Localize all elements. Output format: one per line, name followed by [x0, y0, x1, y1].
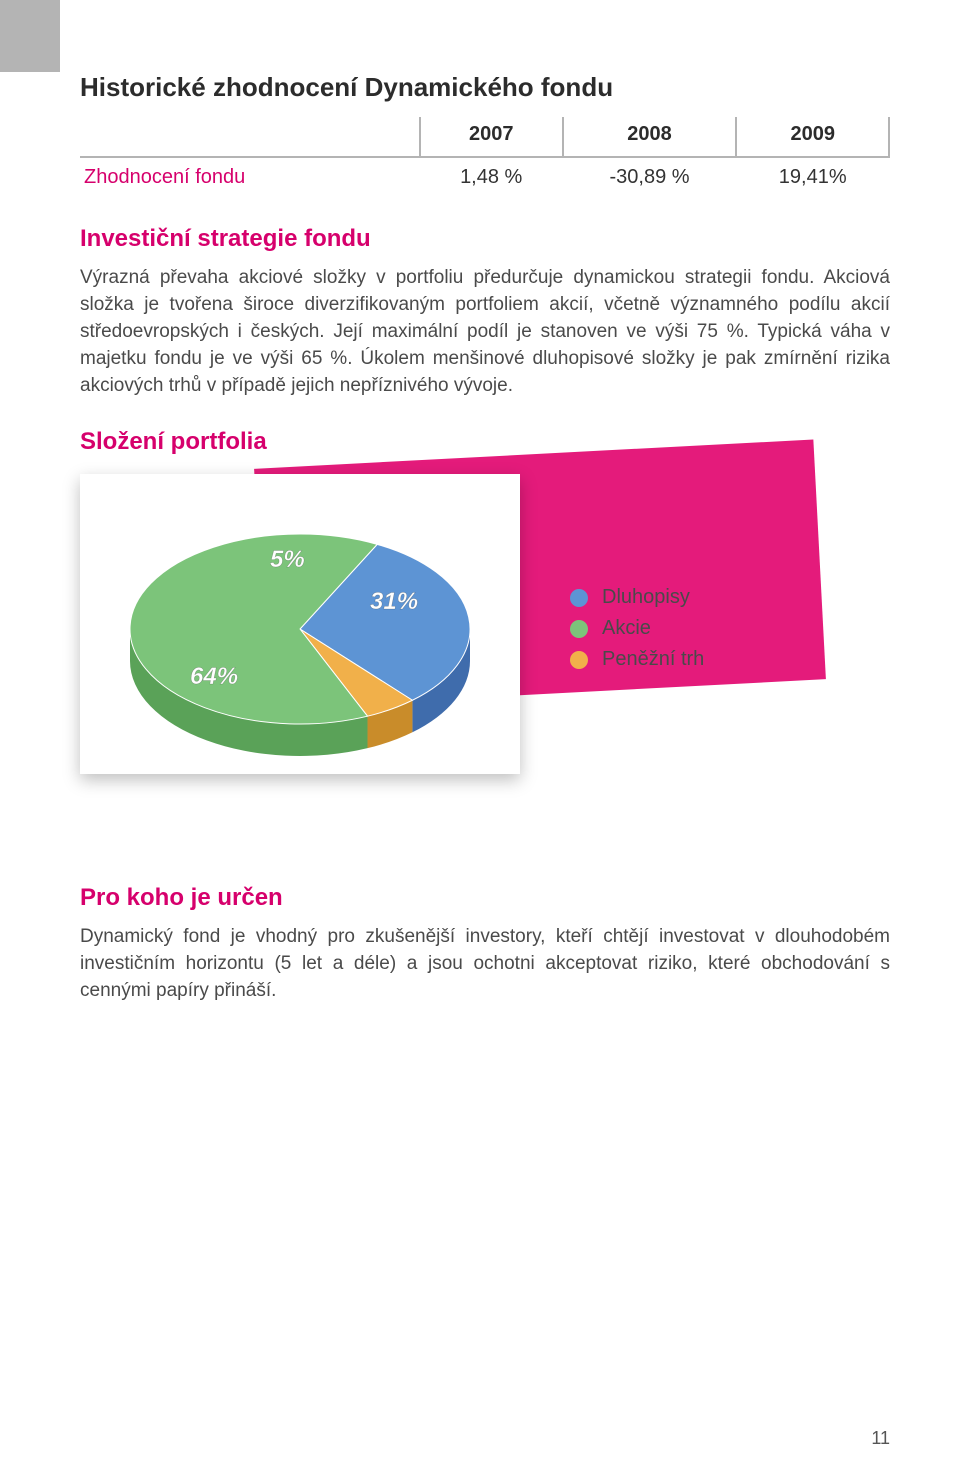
col-year-0: 2007: [420, 117, 563, 157]
legend-label: Akcie: [602, 617, 651, 640]
pie-chart-svg: 31% 5% 64%: [110, 519, 490, 769]
legend-dot: [570, 589, 588, 607]
portfolio-chart: 31% 5% 64%: [80, 474, 520, 784]
page: Historické zhodnocení Dynamického fondu …: [0, 0, 960, 1481]
strategy-heading: Investiční strategie fondu: [80, 225, 890, 253]
returns-table: 2007 2008 2009 Zhodnocení fondu 1,48 % -…: [80, 117, 890, 197]
col-year-2: 2009: [736, 117, 889, 157]
svg-text:31%: 31%: [370, 588, 418, 615]
target-heading: Pro koho je určen: [80, 884, 890, 912]
cell-2009: 19,41%: [736, 157, 889, 197]
strategy-body: Výrazná převaha akciové složky v portfol…: [80, 265, 890, 400]
legend-item-akcie: Akcie: [570, 617, 704, 640]
legend-label: Peněžní trh: [602, 648, 704, 671]
svg-text:64%: 64%: [190, 663, 238, 690]
col-year-1: 2008: [563, 117, 737, 157]
legend-item-penezni: Peněžní trh: [570, 648, 704, 671]
pie-wrap: 31% 5% 64%: [110, 519, 490, 774]
legend-dot: [570, 620, 588, 638]
svg-text:5%: 5%: [270, 546, 305, 573]
legend-item-dluhopisy: Dluhopisy: [570, 586, 704, 609]
historical-title: Historické zhodnocení Dynamického fondu: [80, 72, 890, 103]
legend-dot: [570, 651, 588, 669]
portfolio-chart-zone: 31% 5% 64% Dluhopisy Akcie Peněžní trh: [80, 474, 890, 784]
target-body: Dynamický fond je vhodný pro zkušenější …: [80, 924, 890, 1005]
cell-2007: 1,48 %: [420, 157, 563, 197]
row-label: Zhodnocení fondu: [80, 157, 420, 197]
page-number: 11: [871, 1428, 890, 1449]
cell-2008: -30,89 %: [563, 157, 737, 197]
legend: Dluhopisy Akcie Peněžní trh: [570, 578, 704, 679]
legend-label: Dluhopisy: [602, 586, 690, 609]
table-row: Zhodnocení fondu 1,48 % -30,89 % 19,41%: [80, 157, 889, 197]
side-stripe: [0, 0, 60, 72]
